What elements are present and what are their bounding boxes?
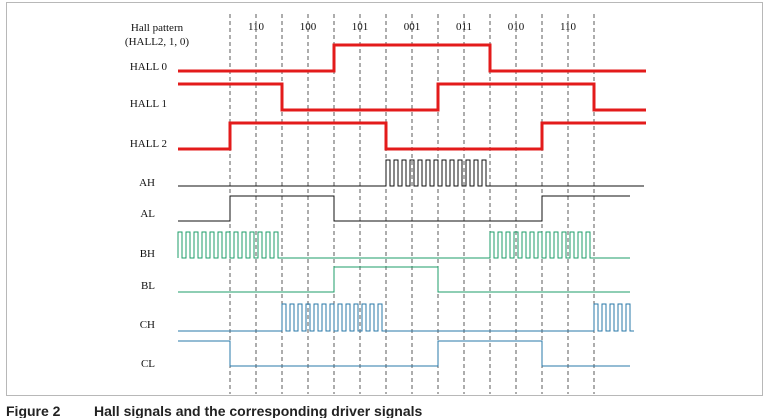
caption-title: Hall signals and the corresponding drive… xyxy=(94,403,423,418)
hall1-waveform xyxy=(178,82,646,112)
figure-frame xyxy=(6,2,763,396)
hall-pattern-subtitle: (HALL2, 1, 0) xyxy=(125,36,189,48)
pattern-label: 110 xyxy=(248,21,265,33)
ah-waveform xyxy=(178,159,644,187)
ch-waveform xyxy=(178,303,634,332)
signal-label-hall1: HALL 1 xyxy=(130,98,167,110)
hall-pattern-title: Hall pattern xyxy=(131,22,184,34)
signal-label-hall2: HALL 2 xyxy=(130,138,167,150)
pattern-label: 100 xyxy=(300,21,317,33)
signal-label-ah: AH xyxy=(139,177,155,189)
cl-waveform xyxy=(178,340,630,367)
bh-waveform xyxy=(177,231,630,259)
pattern-labels: 110 100 101 001 011 010 110 xyxy=(248,21,577,33)
pattern-label: 010 xyxy=(508,21,525,33)
figure-caption: Figure 2 Hall signals and the correspondi… xyxy=(6,401,422,418)
signal-label-al: AL xyxy=(140,208,155,220)
hall0-waveform xyxy=(178,43,646,73)
pattern-label: 011 xyxy=(456,21,472,33)
signal-label-hall0: HALL 0 xyxy=(130,61,168,73)
signal-label-ch: CH xyxy=(140,319,155,331)
al-waveform xyxy=(178,195,630,222)
timing-diagram: Hall pattern (HALL2, 1, 0) 110 100 101 0… xyxy=(125,14,646,394)
signal-label-cl: CL xyxy=(141,358,155,370)
pattern-label: 101 xyxy=(352,21,369,33)
signal-label-bh: BH xyxy=(140,248,155,260)
caption-number: Figure 2 xyxy=(6,403,61,418)
signal-labels: HALL 0 HALL 1 HALL 2 AH AL BH BL CH CL xyxy=(130,61,168,370)
bl-waveform xyxy=(178,266,630,293)
signal-label-bl: BL xyxy=(141,280,155,292)
pattern-label: 001 xyxy=(404,21,421,33)
hall2-waveform xyxy=(178,121,646,151)
waveforms xyxy=(177,43,646,367)
pattern-label: 110 xyxy=(560,21,577,33)
